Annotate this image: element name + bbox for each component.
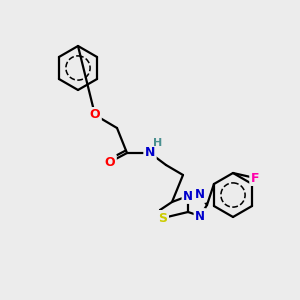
Text: O: O	[105, 155, 115, 169]
Text: N: N	[195, 209, 205, 223]
Text: H: H	[153, 138, 163, 148]
Text: F: F	[251, 172, 259, 184]
Text: N: N	[183, 190, 193, 202]
Text: N: N	[195, 188, 205, 202]
Text: N: N	[145, 146, 155, 160]
Text: O: O	[90, 109, 100, 122]
Text: S: S	[158, 212, 167, 224]
